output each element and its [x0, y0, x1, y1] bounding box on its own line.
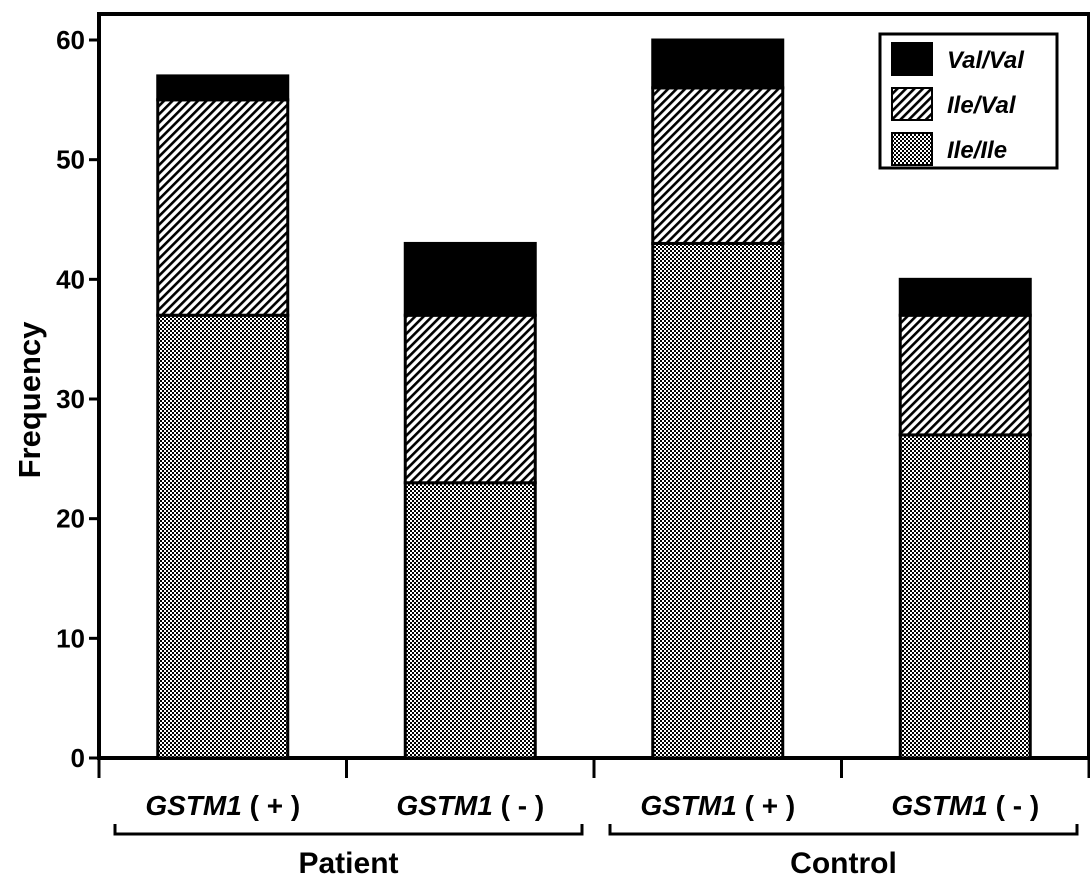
bar-segment	[651, 38, 785, 90]
bar-segment	[651, 86, 785, 245]
bar-segment	[403, 241, 537, 317]
genotype-sign: ( + )	[242, 790, 300, 821]
group-bracket	[113, 824, 584, 836]
y-axis-label: Frequency	[12, 321, 47, 479]
bar-segment	[403, 313, 537, 485]
bar-segment	[651, 241, 785, 760]
x-category-label: GSTM1 ( + )	[145, 790, 300, 821]
bar-segment	[898, 433, 1032, 760]
x-category-label: GSTM1 ( - )	[396, 790, 544, 821]
bar-segment	[156, 98, 290, 317]
group-label: Control	[790, 847, 897, 880]
legend-label: Ile/Ile	[947, 137, 1007, 164]
y-tick-label: 10	[56, 623, 85, 653]
genotype-sign: ( + )	[737, 790, 795, 821]
bar-segment	[898, 277, 1032, 317]
y-tick-label: 30	[56, 384, 85, 414]
legend: Val/Val Ile/Val Ile/Ile	[878, 32, 1059, 170]
bars	[156, 38, 1032, 760]
gene-name: GSTM1	[891, 790, 987, 821]
legend-swatch	[891, 132, 933, 166]
group-brackets: Patient Control	[113, 824, 1079, 880]
gene-name: GSTM1	[640, 790, 736, 821]
gene-name: GSTM1	[396, 790, 492, 821]
bar-segment	[898, 313, 1032, 437]
bar-segment	[403, 481, 537, 760]
legend-label: Ile/Val	[947, 92, 1017, 119]
genotype-sign: ( - )	[493, 790, 544, 821]
legend-swatch	[891, 87, 933, 121]
x-axis: GSTM1 ( + ) GSTM1 ( - ) GSTM1 ( + ) GSTM1 (…	[97, 758, 1090, 821]
x-category-label: GSTM1 ( + )	[640, 790, 795, 821]
y-tick-label: 0	[71, 743, 85, 773]
bar-segment	[156, 74, 290, 102]
group-bracket	[608, 824, 1079, 836]
legend-label: Val/Val	[947, 47, 1025, 74]
y-tick-label: 60	[56, 25, 85, 55]
gene-name: GSTM1	[145, 790, 241, 821]
bar-segment	[156, 313, 290, 760]
y-tick-label: 20	[56, 504, 85, 534]
y-tick-label: 50	[56, 145, 85, 175]
group-label: Patient	[298, 847, 398, 880]
y-axis: 0 10 20 30 40 50 60	[56, 25, 99, 773]
legend-swatch	[891, 42, 933, 76]
y-tick-label: 40	[56, 264, 85, 294]
genotype-sign: ( - )	[988, 790, 1039, 821]
x-category-label: GSTM1 ( - )	[891, 790, 1039, 821]
